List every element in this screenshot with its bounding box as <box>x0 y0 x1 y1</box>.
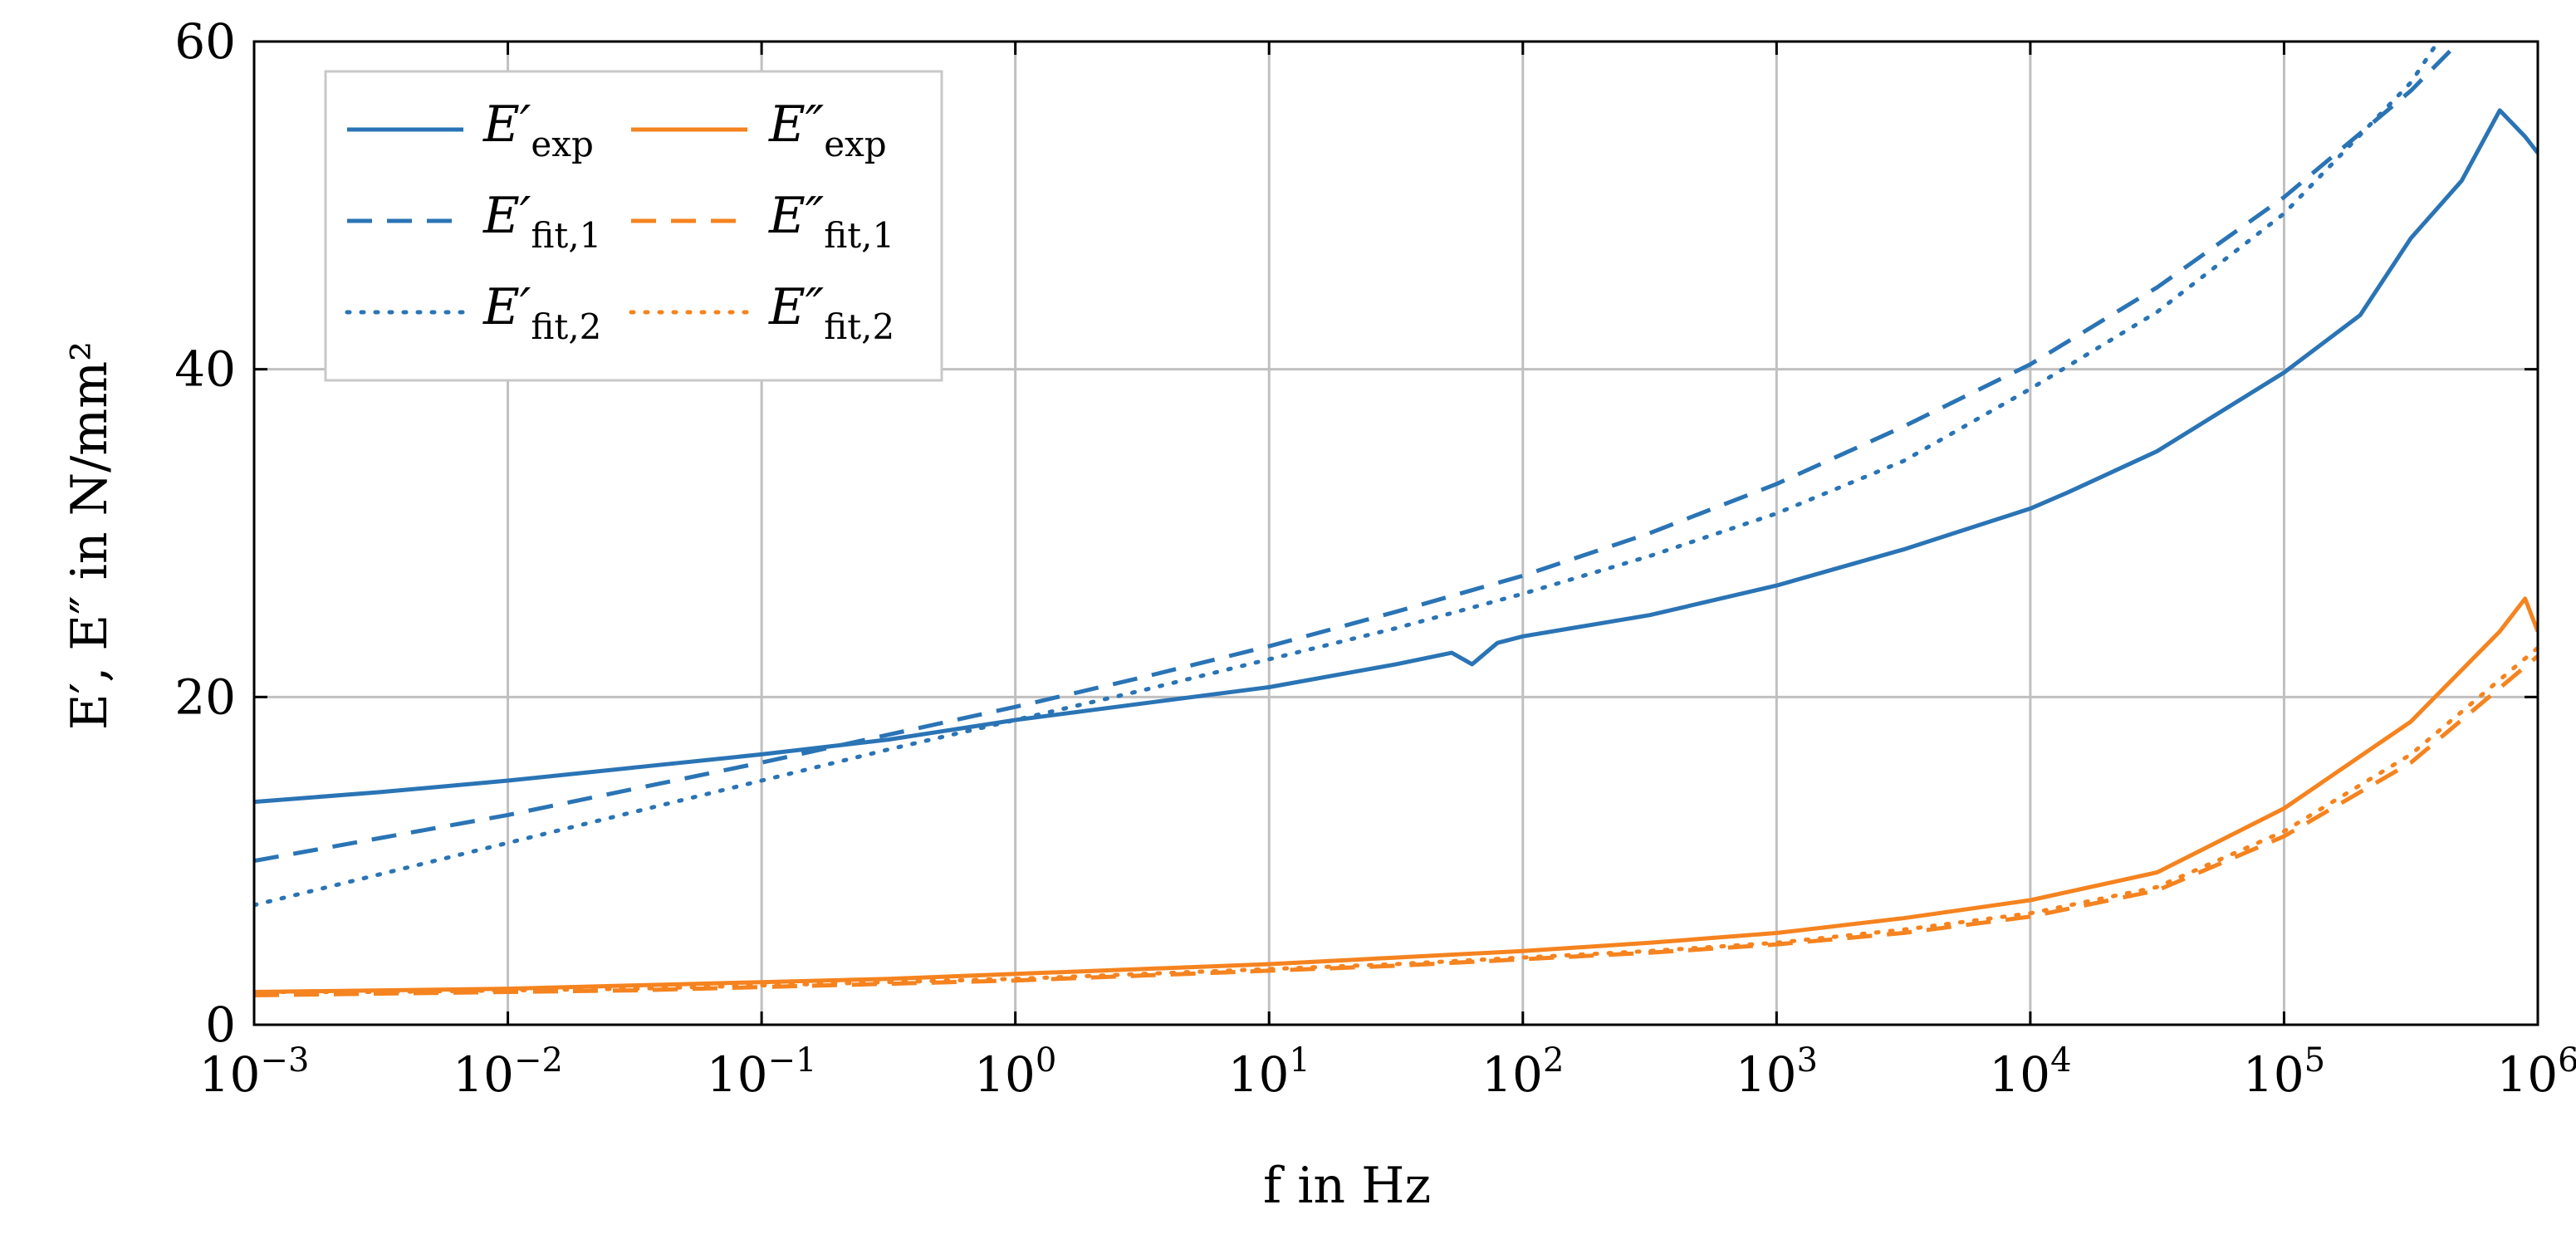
x-tick-label: 105 <box>2243 1041 2325 1103</box>
y-tick-label: 20 <box>174 668 236 725</box>
x-tick-label: 10−1 <box>707 1041 817 1103</box>
x-tick-label: 104 <box>1989 1041 2071 1103</box>
legend-label: E″fit,2 <box>768 278 894 347</box>
x-tick-label: 101 <box>1228 1041 1310 1103</box>
x-tick-label: 10−2 <box>453 1041 563 1103</box>
legend-label: E′fit,1 <box>482 187 601 256</box>
legend-label: E′fit,2 <box>482 278 601 347</box>
series-line-E′exp <box>254 108 2538 805</box>
legend-label: E′exp <box>482 95 594 164</box>
plot-frame <box>252 40 2539 1026</box>
x-tick-label: 106 <box>2496 1041 2576 1103</box>
x-tick-label: 102 <box>1481 1041 1564 1103</box>
series-line-E″fit,1 <box>254 654 2538 997</box>
x-tick-label: 100 <box>974 1041 1056 1103</box>
series-line-E″exp <box>254 596 2538 994</box>
legend: E′exp E″exp E′fit,1 E″fit,1 E′fit,2 E″fit,2 <box>324 70 943 382</box>
x-tick-label: 10−3 <box>199 1041 310 1103</box>
series-lines <box>254 42 2538 997</box>
plot-border <box>252 40 2539 1026</box>
y-tick-label: 0 <box>205 997 236 1053</box>
y-tick-label: 40 <box>174 341 236 398</box>
series-line-E′fit,2 <box>254 42 2441 908</box>
legend-label: E″fit,1 <box>768 187 894 256</box>
tick-labels: 10−3 10−2 10−1 100 101 102 103 104 105 106 0 20 40 60 <box>174 13 2576 1103</box>
legend-box <box>324 70 943 382</box>
y-axis-label: E′, E″ in N/mm² <box>61 341 119 730</box>
y-tick-label: 60 <box>174 13 236 70</box>
legend-label: E″exp <box>768 95 887 164</box>
x-axis-label: f in Hz <box>1263 1157 1431 1215</box>
series-line-E′fit,1 <box>254 42 2463 864</box>
series-line-E″fit,2 <box>254 645 2538 994</box>
x-tick-label: 103 <box>1736 1041 1818 1103</box>
